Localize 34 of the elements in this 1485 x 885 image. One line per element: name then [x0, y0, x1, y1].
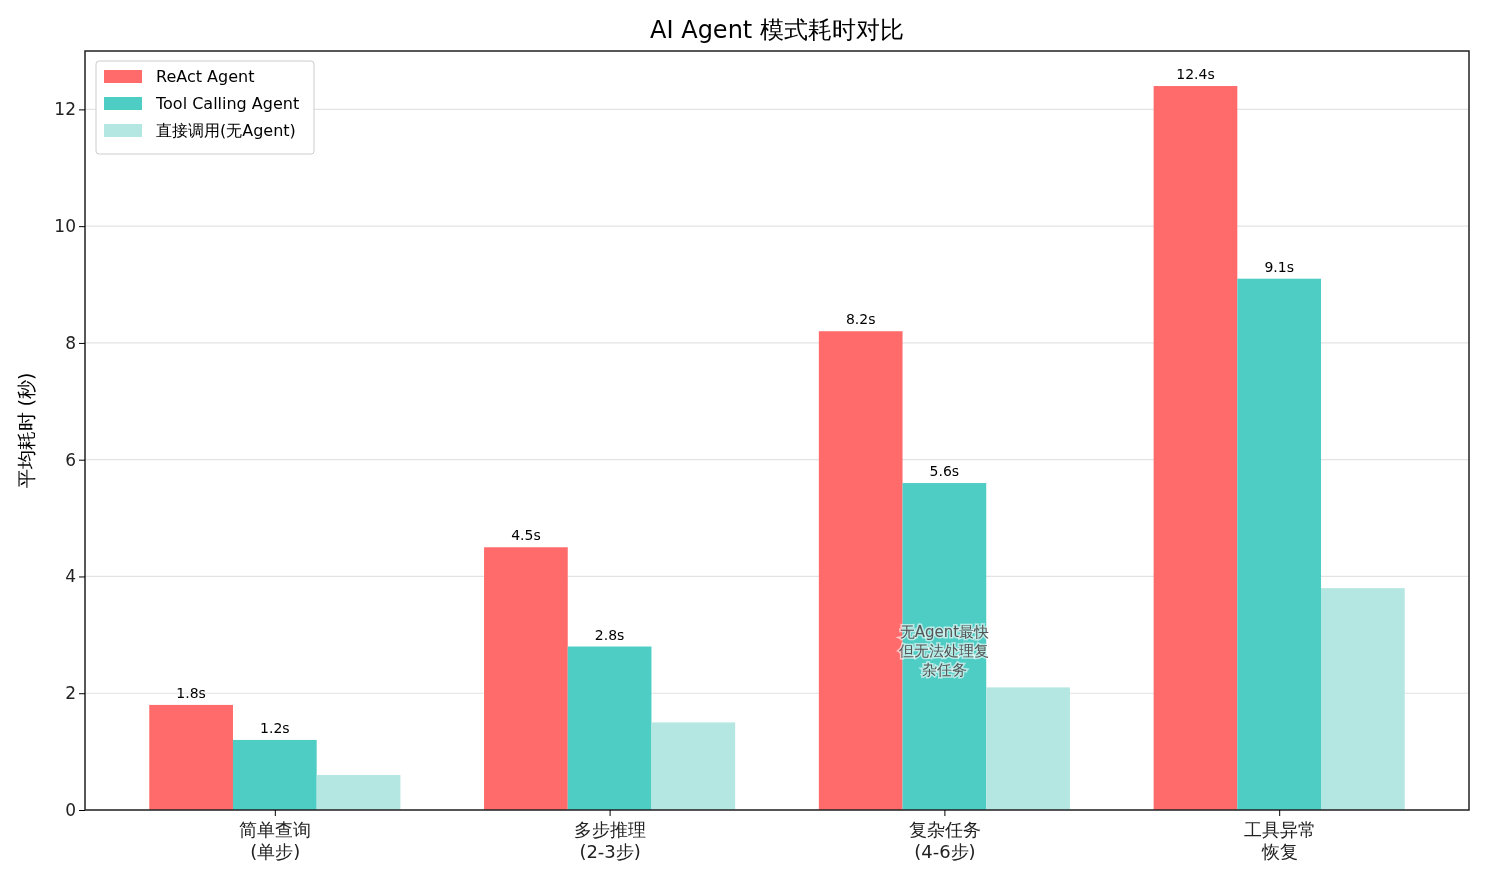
y-tick-label: 2: [65, 683, 76, 704]
data-label: 5.6s: [929, 463, 960, 480]
data-label: 8.2s: [845, 311, 876, 328]
data-label: 1.8s: [176, 684, 206, 701]
x-tick-label: 简单查询(单步): [239, 819, 312, 862]
bar: [1153, 86, 1238, 810]
bar: [1237, 278, 1322, 810]
x-tick-label: 复杂任务(4-6步): [908, 819, 981, 862]
data-label: 1.2s: [260, 719, 290, 736]
bar: [986, 687, 1070, 810]
x-tick-label: 多步推理(2-3步): [574, 819, 647, 862]
chart-title: AI Agent 模式耗时对比: [650, 16, 904, 44]
bar: [149, 704, 233, 810]
y-tick-label: 0: [65, 799, 76, 820]
y-axis-title: 平均耗时 (秒): [15, 372, 37, 489]
y-tick-label: 10: [54, 216, 76, 237]
bar: [316, 774, 401, 810]
y-tick-label: 12: [54, 99, 76, 120]
x-tick-label: 工具异常恢复: [1243, 819, 1316, 862]
legend-label: 直接调用(无Agent): [156, 121, 296, 140]
legend-label: ReAct Agent: [156, 67, 255, 86]
data-label: 4.5s: [511, 527, 541, 544]
bar: [484, 547, 568, 810]
bar: [567, 646, 652, 810]
bar: [232, 739, 317, 810]
bar: [651, 722, 736, 810]
y-tick-label: 4: [65, 566, 76, 587]
y-tick-label: 8: [65, 332, 76, 353]
data-label: 9.1s: [1264, 258, 1294, 275]
data-label: 12.4s: [1176, 66, 1215, 83]
legend-label: Tool Calling Agent: [155, 94, 300, 113]
bar: [1321, 588, 1405, 810]
y-tick-label: 6: [65, 449, 76, 470]
data-label: 2.8s: [594, 626, 625, 643]
